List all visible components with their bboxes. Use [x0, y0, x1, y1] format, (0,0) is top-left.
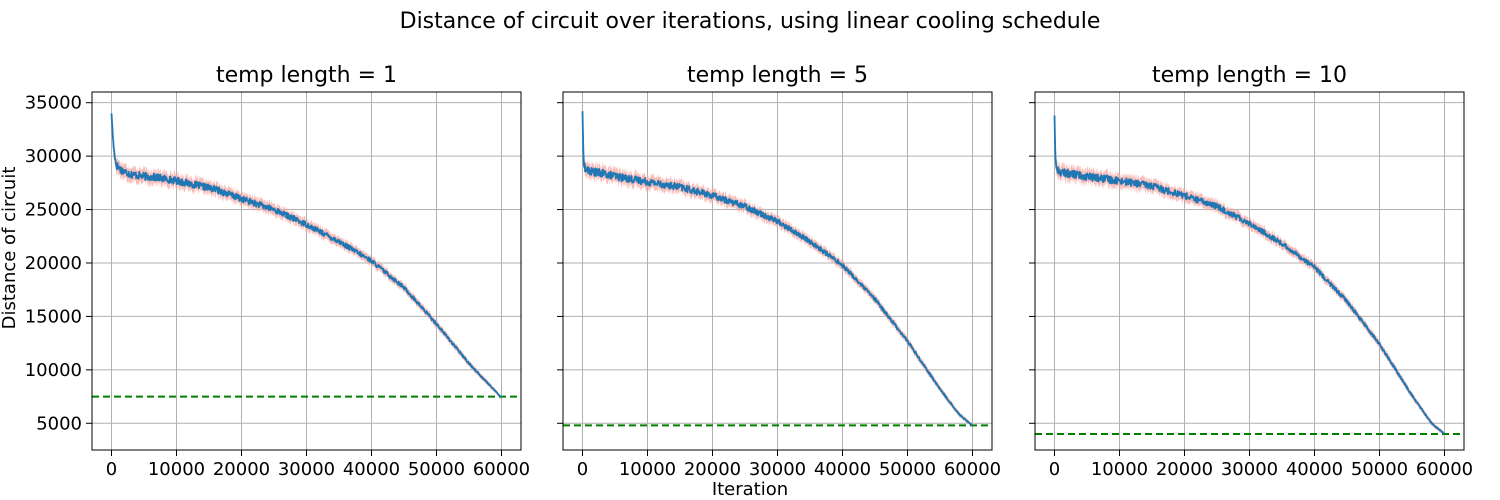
subplot-3: 0 10000 20000 30000 40000 50000 60000 temp leng… — [1029, 63, 1473, 480]
x-tick-label: 50000 — [1351, 459, 1408, 480]
subplot-title: temp length = 5 — [687, 63, 868, 88]
x-tick-label: 20000 — [684, 459, 741, 480]
subplot-title: temp length = 10 — [1152, 63, 1347, 88]
x-tick-label: 60000 — [1416, 459, 1473, 480]
series-band — [1054, 108, 1445, 436]
x-tick-label: 60000 — [473, 459, 530, 480]
series-line — [1053, 115, 1445, 435]
series-line — [110, 113, 503, 399]
x-tick-label: 50000 — [408, 459, 465, 480]
x-tick-label: 30000 — [749, 459, 806, 480]
y-tick-label: 20000 — [25, 253, 82, 274]
y-tick-label: 30000 — [25, 146, 82, 167]
y-tick-label: 35000 — [25, 93, 82, 114]
y-tick-label: 25000 — [25, 200, 82, 221]
x-tick-label: 20000 — [1156, 459, 1213, 480]
x-axis-label: Iteration — [712, 479, 788, 500]
x-tick-label: 30000 — [1221, 459, 1278, 480]
x-tick-label: 0 — [106, 459, 117, 480]
x-tick-label: 40000 — [1286, 459, 1343, 480]
y-tick-label: 5000 — [36, 413, 82, 434]
x-tick-label: 10000 — [619, 459, 676, 480]
x-tick-label: 10000 — [148, 459, 205, 480]
y-tick-label: 10000 — [25, 360, 82, 381]
x-tick-label: 40000 — [814, 459, 871, 480]
x-tick-label: 40000 — [343, 459, 400, 480]
y-tick-label: 15000 — [25, 306, 82, 327]
x-tick-label: 0 — [577, 459, 588, 480]
subplot-title: temp length = 1 — [216, 63, 397, 88]
x-tick-label: 10000 — [1091, 459, 1148, 480]
x-tick-label: 30000 — [278, 459, 335, 480]
subplot-1: 0 10000 20000 30000 40000 50000 60000 5000 10000… — [25, 63, 530, 480]
subplots: 0 10000 20000 30000 40000 50000 60000 5000 10000… — [25, 63, 1473, 480]
x-tick-label: 0 — [1049, 459, 1060, 480]
x-tick-label: 50000 — [879, 459, 936, 480]
x-tick-label: 60000 — [944, 459, 1001, 480]
figure-title: Distance of circuit over iterations, usi… — [400, 9, 1101, 34]
y-axis-label: Distance of circuit — [0, 167, 20, 330]
subplot-2: 0 10000 20000 30000 40000 50000 60000 temp leng… — [557, 63, 1001, 480]
x-tick-label: 20000 — [213, 459, 270, 480]
series-line — [581, 111, 974, 427]
